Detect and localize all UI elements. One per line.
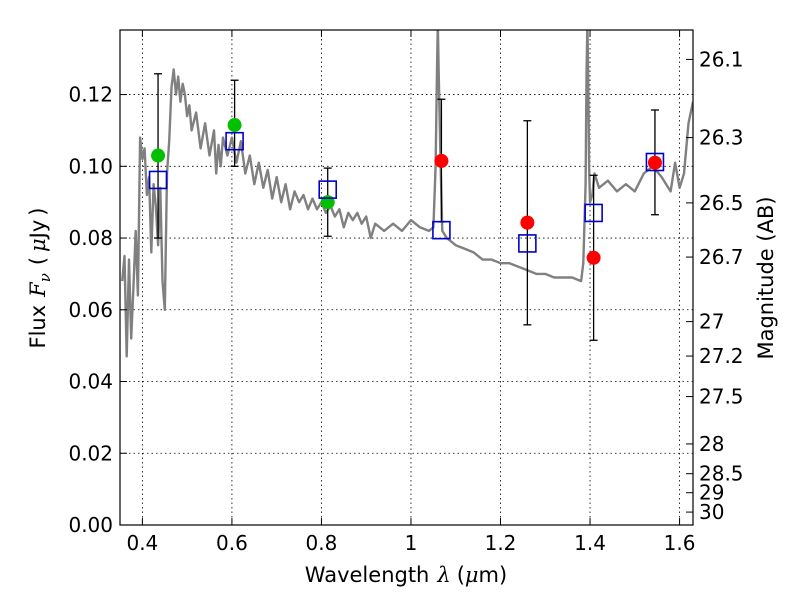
data-point (151, 148, 166, 163)
mag-tick-label: 27.5 (699, 385, 744, 409)
data-point (520, 215, 535, 230)
y-tick-label: 0.08 (68, 226, 113, 250)
x-tick-label: 1.6 (664, 531, 696, 555)
errorbar-layer (154, 73, 659, 341)
marker-layer (148, 118, 665, 265)
mag-tick-label: 26.3 (699, 126, 744, 150)
y-tick-label: 0.12 (68, 83, 113, 107)
model-point (584, 203, 603, 223)
tick-label-layer: 0.4 0.6 0.8 1 1.2 1.4 1.6 0.00 0.02 0.04 0.06 0.08 0… (68, 47, 743, 555)
spectrum-layer (121, 30, 693, 358)
x-axis-label: Wavelength λ (μm) (305, 563, 507, 587)
y-axis-label: FluxFν(μJy) (26, 207, 54, 348)
data-point (647, 155, 662, 170)
mag-tick-label: 26.7 (699, 245, 744, 269)
model-point (645, 152, 665, 172)
model-point (518, 234, 537, 253)
x-tick-label: 1 (405, 531, 418, 555)
data-point (320, 195, 335, 210)
mag-tick-label: 27.2 (699, 344, 744, 368)
plot-frame (119, 29, 694, 526)
data-point (586, 250, 601, 265)
data-point (434, 153, 449, 168)
x-tick-label: 0.4 (126, 531, 158, 555)
model-point (318, 180, 338, 199)
data-point (227, 118, 242, 133)
x-tick-label: 0.8 (306, 531, 338, 555)
mag-tick-label: 26.5 (699, 191, 744, 215)
y-tick-label: 0.02 (68, 441, 113, 465)
x-tick-label: 1.2 (485, 531, 517, 555)
x-tick-label: 0.6 (216, 531, 248, 555)
mag-tick-label: 26.1 (699, 47, 744, 71)
tick-layer (120, 30, 693, 526)
mag-tick-label: 28.5 (699, 462, 744, 486)
mag-tick-label: 28 (699, 432, 724, 456)
model-point (432, 220, 451, 240)
y-tick-label: 0.00 (68, 513, 113, 537)
model-point (225, 131, 244, 151)
grid (120, 30, 693, 526)
sed-spectrum-line (121, 30, 693, 358)
x-tick-label: 1.4 (574, 531, 606, 555)
model-point (148, 170, 168, 190)
mag-tick-label: 30 (699, 500, 724, 524)
y2-axis-label: Magnitude (AB) (754, 196, 778, 359)
y-tick-label: 0.04 (68, 370, 113, 394)
y-tick-label: 0.10 (68, 154, 113, 178)
y-tick-label: 0.06 (68, 298, 113, 322)
mag-tick-label: 29 (699, 481, 724, 505)
mag-tick-label: 27 (699, 310, 724, 334)
